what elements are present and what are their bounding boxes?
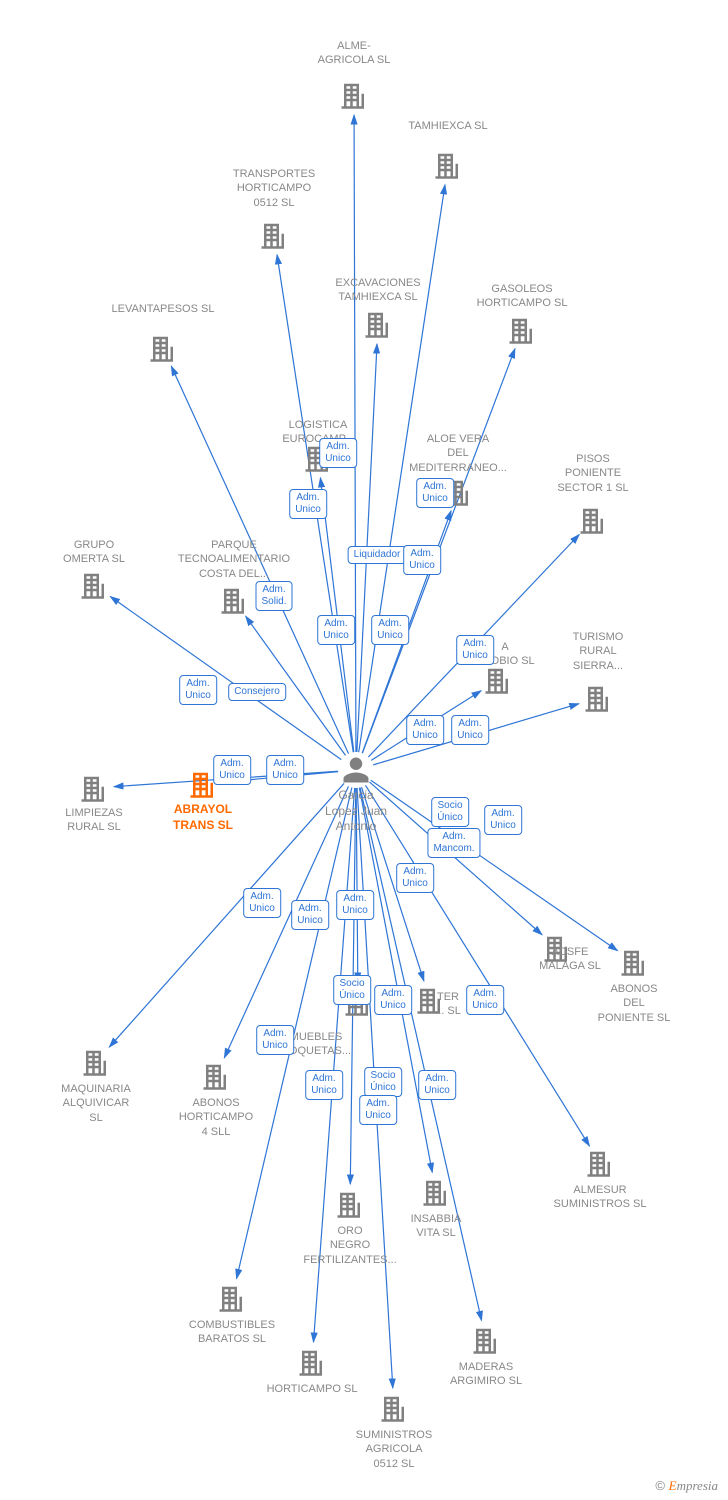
- role-box: Adm. Unico: [243, 888, 281, 918]
- role-box: Adm. Unico: [371, 615, 409, 645]
- role-box: Adm. Unico: [396, 863, 434, 893]
- building-icon: [363, 309, 393, 339]
- node-label: MADERAS ARGIMIRO SL: [450, 1360, 522, 1389]
- building-icon: [619, 947, 649, 977]
- role-box: Adm. Unico: [451, 715, 489, 745]
- network-diagram-svg: [0, 0, 728, 1500]
- copyright-symbol: ©: [655, 1478, 665, 1493]
- role-box: Adm. Unico: [359, 1095, 397, 1125]
- role-box: Adm. Unico: [406, 715, 444, 745]
- role-box: Adm. Unico: [456, 635, 494, 665]
- building-icon: [217, 1283, 247, 1313]
- building-icon: [201, 1061, 231, 1091]
- watermark: © Empresia: [655, 1478, 718, 1494]
- building-icon: [507, 315, 537, 345]
- building-icon: [219, 585, 249, 615]
- edge: [354, 115, 356, 752]
- building-icon: [297, 1347, 327, 1377]
- role-box: Adm. Unico: [213, 755, 251, 785]
- node-label: ALOE VERA DEL MEDITERRANEO...: [409, 432, 507, 475]
- role-box: Socio Único: [431, 797, 469, 827]
- role-box: Adm. Unico: [418, 1070, 456, 1100]
- node-label: ALME- AGRICOLA SL: [318, 39, 391, 68]
- node-label: ABONOS DEL PONIENTE SL: [598, 982, 671, 1025]
- brand-rest: mpresia: [677, 1478, 718, 1493]
- role-box: Adm. Unico: [374, 985, 412, 1015]
- node-label: PARQUE TECNOALIMENTARIO COSTA DEL...: [178, 538, 290, 581]
- node-label: TRANSPORTES HORTICAMPO 0512 SL: [233, 167, 315, 210]
- center-label: Garcia Lopez Juan Antonio: [325, 788, 387, 835]
- role-box: Adm. Unico: [466, 985, 504, 1015]
- node-label: HORTICAMPO SL: [267, 1382, 358, 1396]
- building-icon: [433, 150, 463, 180]
- brand-e: E: [669, 1478, 677, 1493]
- node-label: LIMPIEZAS RURAL SL: [65, 806, 122, 835]
- node-label: GASOLEOS HORTICAMPO SL: [477, 282, 568, 311]
- role-box: Adm. Unico: [266, 755, 304, 785]
- node-label: TAMHIEXCA SL: [408, 119, 487, 133]
- building-icon: [79, 570, 109, 600]
- building-icon: [471, 1325, 501, 1355]
- role-box: Adm. Mancom.: [427, 828, 480, 858]
- role-box: Adm. Unico: [416, 478, 454, 508]
- role-box: Adm. Unico: [484, 805, 522, 835]
- building-icon: [583, 683, 613, 713]
- node-label: ALMESUR SUMINISTROS SL: [554, 1183, 647, 1212]
- building-icon: [335, 1189, 365, 1219]
- building-icon: [578, 505, 608, 535]
- node-label: LEVANTAPESOS SL: [112, 302, 215, 316]
- building-icon: [379, 1393, 409, 1423]
- building-icon: [339, 80, 369, 110]
- building-icon: [483, 665, 513, 695]
- role-box: Adm. Unico: [319, 438, 357, 468]
- node-label: COMBUSTIBLES BARATOS SL: [189, 1318, 275, 1347]
- node-label: ABRAYOL TRANS SL: [173, 802, 233, 833]
- role-box: Adm. Solid.: [255, 581, 292, 611]
- node-label: MAQUINARIA ALQUIVICAR SL: [61, 1082, 131, 1125]
- building-icon: [421, 1177, 451, 1207]
- node-label: TER ... SL: [435, 990, 461, 1019]
- node-label: GRUPO OMERTA SL: [63, 538, 125, 567]
- role-box: Adm. Unico: [317, 615, 355, 645]
- role-box: Adm. Unico: [305, 1070, 343, 1100]
- building-icon: [148, 333, 178, 363]
- node-label: EXCAVACIONES TAMHIEXCA SL: [335, 276, 420, 305]
- node-label: INSABBIA VITA SL: [411, 1212, 462, 1241]
- node-label: ABONOS HORTICAMPO 4 SLL: [179, 1096, 253, 1139]
- role-box: Adm. Unico: [336, 890, 374, 920]
- role-box: Adm. Unico: [256, 1025, 294, 1055]
- role-box: Adm. Unico: [289, 489, 327, 519]
- building-icon: [259, 220, 289, 250]
- role-box: Socio Único: [333, 975, 371, 1005]
- role-box: Adm. Unico: [291, 900, 329, 930]
- node-label: PISOS PONIENTE SECTOR 1 SL: [557, 452, 628, 495]
- edge: [110, 597, 341, 760]
- role-box: Adm. Unico: [403, 545, 441, 575]
- building-icon: [81, 1047, 111, 1077]
- node-label: ORO NEGRO FERTILIZANTES...: [303, 1224, 396, 1267]
- role-box: Liquidador: [348, 546, 407, 564]
- node-label: TURISMO RURAL SIERRA...: [573, 630, 624, 673]
- building-icon: [79, 773, 109, 803]
- building-icon: [585, 1148, 615, 1178]
- role-box: Consejero: [228, 683, 286, 701]
- role-box: Adm. Unico: [179, 675, 217, 705]
- node-label: ADSFE MALAGA SL: [539, 945, 601, 974]
- person-icon: [341, 755, 371, 785]
- role-box: Socio Único: [364, 1067, 402, 1097]
- node-label: SUMINISTROS AGRICOLA 0512 SL: [356, 1428, 432, 1471]
